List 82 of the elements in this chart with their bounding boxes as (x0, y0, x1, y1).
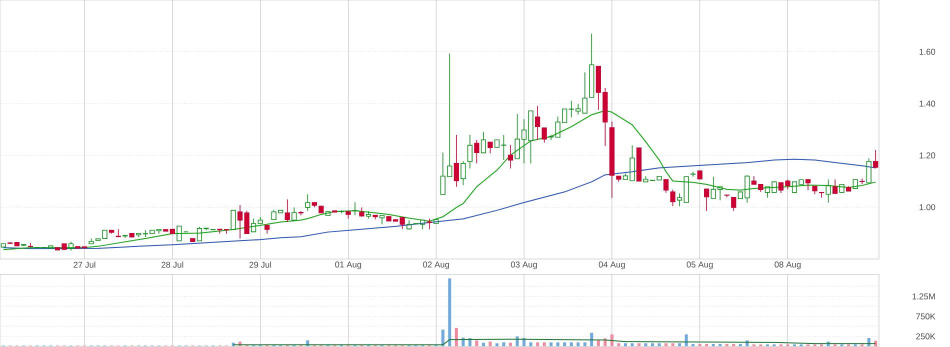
candlestick (846, 186, 852, 192)
y-tick-label: 1.20 (920, 152, 936, 158)
candlestick (474, 139, 480, 164)
candlestick (190, 238, 196, 242)
candlestick (292, 207, 297, 221)
x-tick-label: 01 Aug (335, 262, 362, 270)
candlestick (832, 179, 838, 194)
candlestick (609, 121, 614, 198)
bar (637, 343, 640, 346)
bar (495, 343, 498, 346)
y-tick-label: 1.00 (920, 204, 936, 210)
candlestick (454, 134, 459, 188)
candlestick (839, 184, 844, 193)
bar (651, 343, 654, 346)
x-tick-label: 08 Aug (774, 262, 801, 270)
candlestick (731, 196, 736, 212)
bar (658, 343, 661, 346)
y-tick-label: 750K (916, 313, 936, 320)
candlestick (0, 243, 6, 248)
y-tick-label: 1.60 (920, 48, 936, 55)
candlestick (866, 158, 872, 184)
candlestick (548, 134, 554, 140)
bar (488, 342, 492, 346)
candlestick (28, 242, 33, 247)
candlestick (704, 188, 710, 212)
candlestick (467, 134, 473, 169)
candlestick (14, 242, 20, 246)
x-tick-label: 27 Jul (74, 262, 96, 268)
candlestick (176, 226, 182, 242)
x-tick-label: 29 Jul (249, 262, 272, 268)
candlestick (589, 33, 594, 98)
candlestick (264, 224, 270, 234)
x-tick-label: 28 Jul (162, 262, 184, 268)
x-tick-label: 05 Aug (686, 262, 713, 270)
bar (671, 343, 674, 346)
candlestick (352, 202, 358, 216)
candlestick (534, 106, 540, 140)
candlestick (325, 211, 331, 216)
bar (664, 343, 668, 346)
candlestick (860, 178, 865, 185)
candlestick (163, 229, 168, 232)
candlestick (582, 72, 588, 114)
candlestick (406, 220, 412, 230)
candlestick (332, 210, 338, 213)
candlestick (318, 206, 324, 214)
candlestick (251, 218, 256, 232)
candlestick (156, 229, 162, 234)
candlestick (697, 170, 702, 180)
candlestick (68, 241, 74, 251)
candlestick (818, 192, 824, 198)
candlestick (805, 179, 811, 191)
bar (441, 330, 444, 346)
candlestick (48, 245, 54, 249)
candlestick (305, 194, 310, 212)
y-tick-label: 1.40 (920, 100, 936, 107)
candlestick (852, 179, 858, 189)
candlestick (873, 150, 878, 169)
candlestick (366, 210, 372, 219)
candlestick (826, 179, 831, 204)
candlestick (426, 218, 432, 230)
bar (624, 343, 627, 346)
candlestick (636, 147, 642, 182)
candlestick (284, 199, 290, 222)
candlestick (230, 210, 236, 230)
bar (596, 340, 600, 346)
candlestick (434, 219, 439, 224)
candlestick (663, 179, 669, 194)
bar (454, 328, 458, 346)
line-series (2, 110, 876, 250)
candlestick (480, 131, 486, 154)
candlestick (129, 232, 134, 238)
x-tick-label: 02 Aug (423, 262, 449, 270)
candlestick (379, 215, 385, 225)
y-tick-label: 1.25M (912, 293, 935, 300)
candlestick (690, 171, 696, 178)
candlestick (508, 144, 514, 169)
candlestick (724, 194, 730, 198)
x-tick-label: 04 Aug (598, 262, 625, 270)
candlestick (170, 228, 175, 234)
y-tick-label: 250K (916, 333, 936, 340)
x-tick-label: 03 Aug (510, 262, 537, 270)
bar (630, 343, 634, 346)
